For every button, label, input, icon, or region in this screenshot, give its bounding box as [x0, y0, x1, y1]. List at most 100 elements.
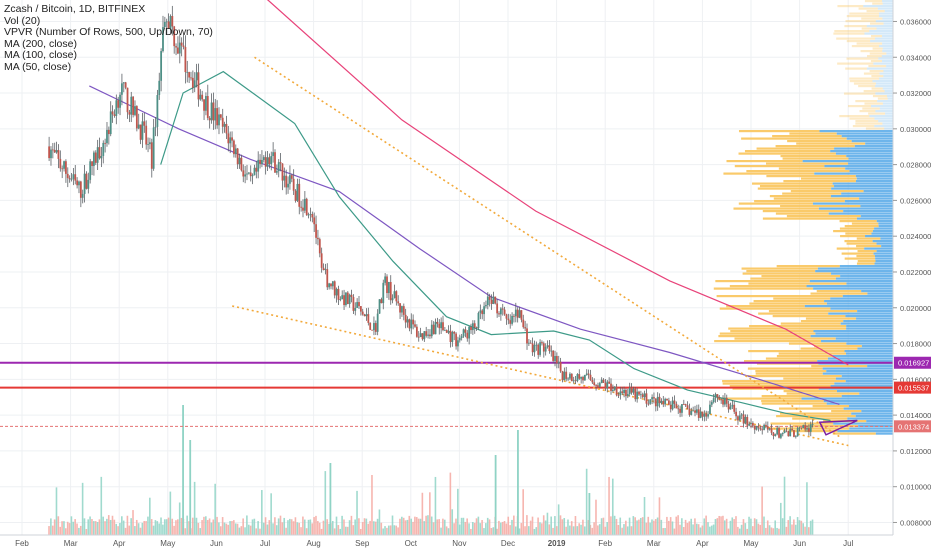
- candle: [330, 283, 332, 287]
- volume-bar: [210, 522, 213, 535]
- vpvr-row-sell: [827, 357, 893, 360]
- candle: [313, 217, 316, 225]
- candle: [526, 328, 528, 344]
- volume-bar: [79, 525, 82, 535]
- candle: [255, 167, 258, 172]
- volume-bar: [57, 516, 60, 535]
- legend-ma200[interactable]: MA (200, close): [4, 37, 77, 50]
- volume-bar: [359, 528, 362, 535]
- vpvr-row-buy: [776, 265, 840, 268]
- candle: [649, 399, 652, 404]
- vpvr-row-sell: [876, 220, 893, 223]
- volume-bar: [425, 515, 427, 535]
- candle: [171, 16, 174, 27]
- candle: [798, 427, 801, 429]
- vpvr-row-buy: [778, 167, 846, 170]
- candle: [679, 408, 681, 413]
- volume-bar: [796, 517, 799, 535]
- candle: [776, 428, 779, 435]
- candle: [218, 114, 220, 126]
- volume-bar: [143, 520, 146, 535]
- vpvr-row-buy: [846, 15, 879, 18]
- vpvr-row-sell: [859, 197, 893, 200]
- volume-bar: [595, 499, 597, 535]
- candle: [460, 336, 463, 338]
- candle: [302, 207, 304, 211]
- candle: [55, 150, 58, 153]
- volume-bar: [770, 527, 773, 535]
- volume-bar: [171, 518, 174, 535]
- candle: [406, 319, 409, 323]
- candle: [557, 361, 560, 364]
- candle: [261, 160, 263, 165]
- vpvr-row-buy: [734, 337, 836, 340]
- candle: [274, 152, 276, 173]
- candle: [119, 94, 121, 108]
- candle: [511, 315, 513, 324]
- legend-title[interactable]: Zcash / Bitcoin, 1D, BITFINEX: [4, 3, 146, 15]
- candle: [275, 171, 278, 173]
- candle: [509, 320, 512, 324]
- volume-bar: [81, 482, 84, 535]
- vpvr-row-buy: [719, 332, 816, 335]
- candle: [552, 350, 555, 361]
- volume-bar: [317, 521, 319, 535]
- candle: [236, 148, 239, 165]
- vpvr-row-buy: [717, 397, 802, 400]
- vpvr-row-sell: [876, 250, 893, 253]
- volume-bar: [735, 516, 737, 535]
- volume-bar: [656, 517, 659, 535]
- candle: [121, 83, 123, 95]
- legend-vpvr[interactable]: VPVR (Number Of Rows, 500, Up/Down, 70): [4, 26, 213, 39]
- candle: [645, 393, 648, 404]
- volume-bar: [391, 515, 394, 535]
- vpvr-row-sell: [855, 175, 893, 178]
- candle: [356, 302, 359, 308]
- vpvr-row-buy: [726, 305, 805, 308]
- vpvr-row-sell: [869, 115, 893, 118]
- vpvr-row-buy: [855, 100, 878, 103]
- vpvr-row-sell: [879, 72, 893, 75]
- legend-vol[interactable]: Vol (20): [4, 14, 41, 27]
- volume-bar: [496, 528, 498, 535]
- candle: [358, 302, 360, 307]
- vpvr-row-sell: [885, 112, 893, 115]
- volume-bar: [682, 527, 685, 535]
- vpvr-row-sell: [826, 302, 893, 305]
- candle: [759, 427, 762, 430]
- vpvr-row-sell: [846, 282, 893, 285]
- volume-bar: [150, 519, 153, 535]
- volume-bar: [460, 517, 463, 535]
- volume-bar: [563, 518, 566, 535]
- volume-bar: [666, 516, 668, 535]
- legend-ma100[interactable]: MA (100, close): [4, 49, 77, 62]
- volume-bar: [188, 521, 190, 535]
- vpvr-row-buy: [783, 390, 837, 393]
- legend-ma50[interactable]: MA (50, close): [4, 60, 72, 73]
- volume-bar: [671, 521, 674, 535]
- volume-bar: [440, 527, 442, 535]
- volume-bar: [714, 519, 717, 535]
- volume-bar: [807, 527, 810, 535]
- candle: [597, 385, 599, 387]
- volume-bar: [128, 525, 131, 535]
- vpvr-row-buy: [718, 335, 811, 338]
- vpvr-row-sell: [879, 12, 893, 15]
- volume-bar: [761, 486, 763, 535]
- volume-bar: [716, 518, 719, 535]
- volume-bar: [214, 483, 216, 535]
- candle: [735, 411, 737, 417]
- volume-bar: [149, 497, 151, 535]
- candle: [559, 361, 562, 372]
- candle: [737, 416, 739, 421]
- candle: [244, 174, 247, 177]
- vpvr-row-sell: [812, 202, 893, 205]
- volume-bar: [695, 523, 698, 535]
- vpvr-row-buy: [845, 20, 876, 23]
- candle: [201, 94, 204, 100]
- vpvr-row-sell: [836, 390, 893, 393]
- vpvr-row-buy: [788, 342, 847, 345]
- candle: [598, 383, 601, 387]
